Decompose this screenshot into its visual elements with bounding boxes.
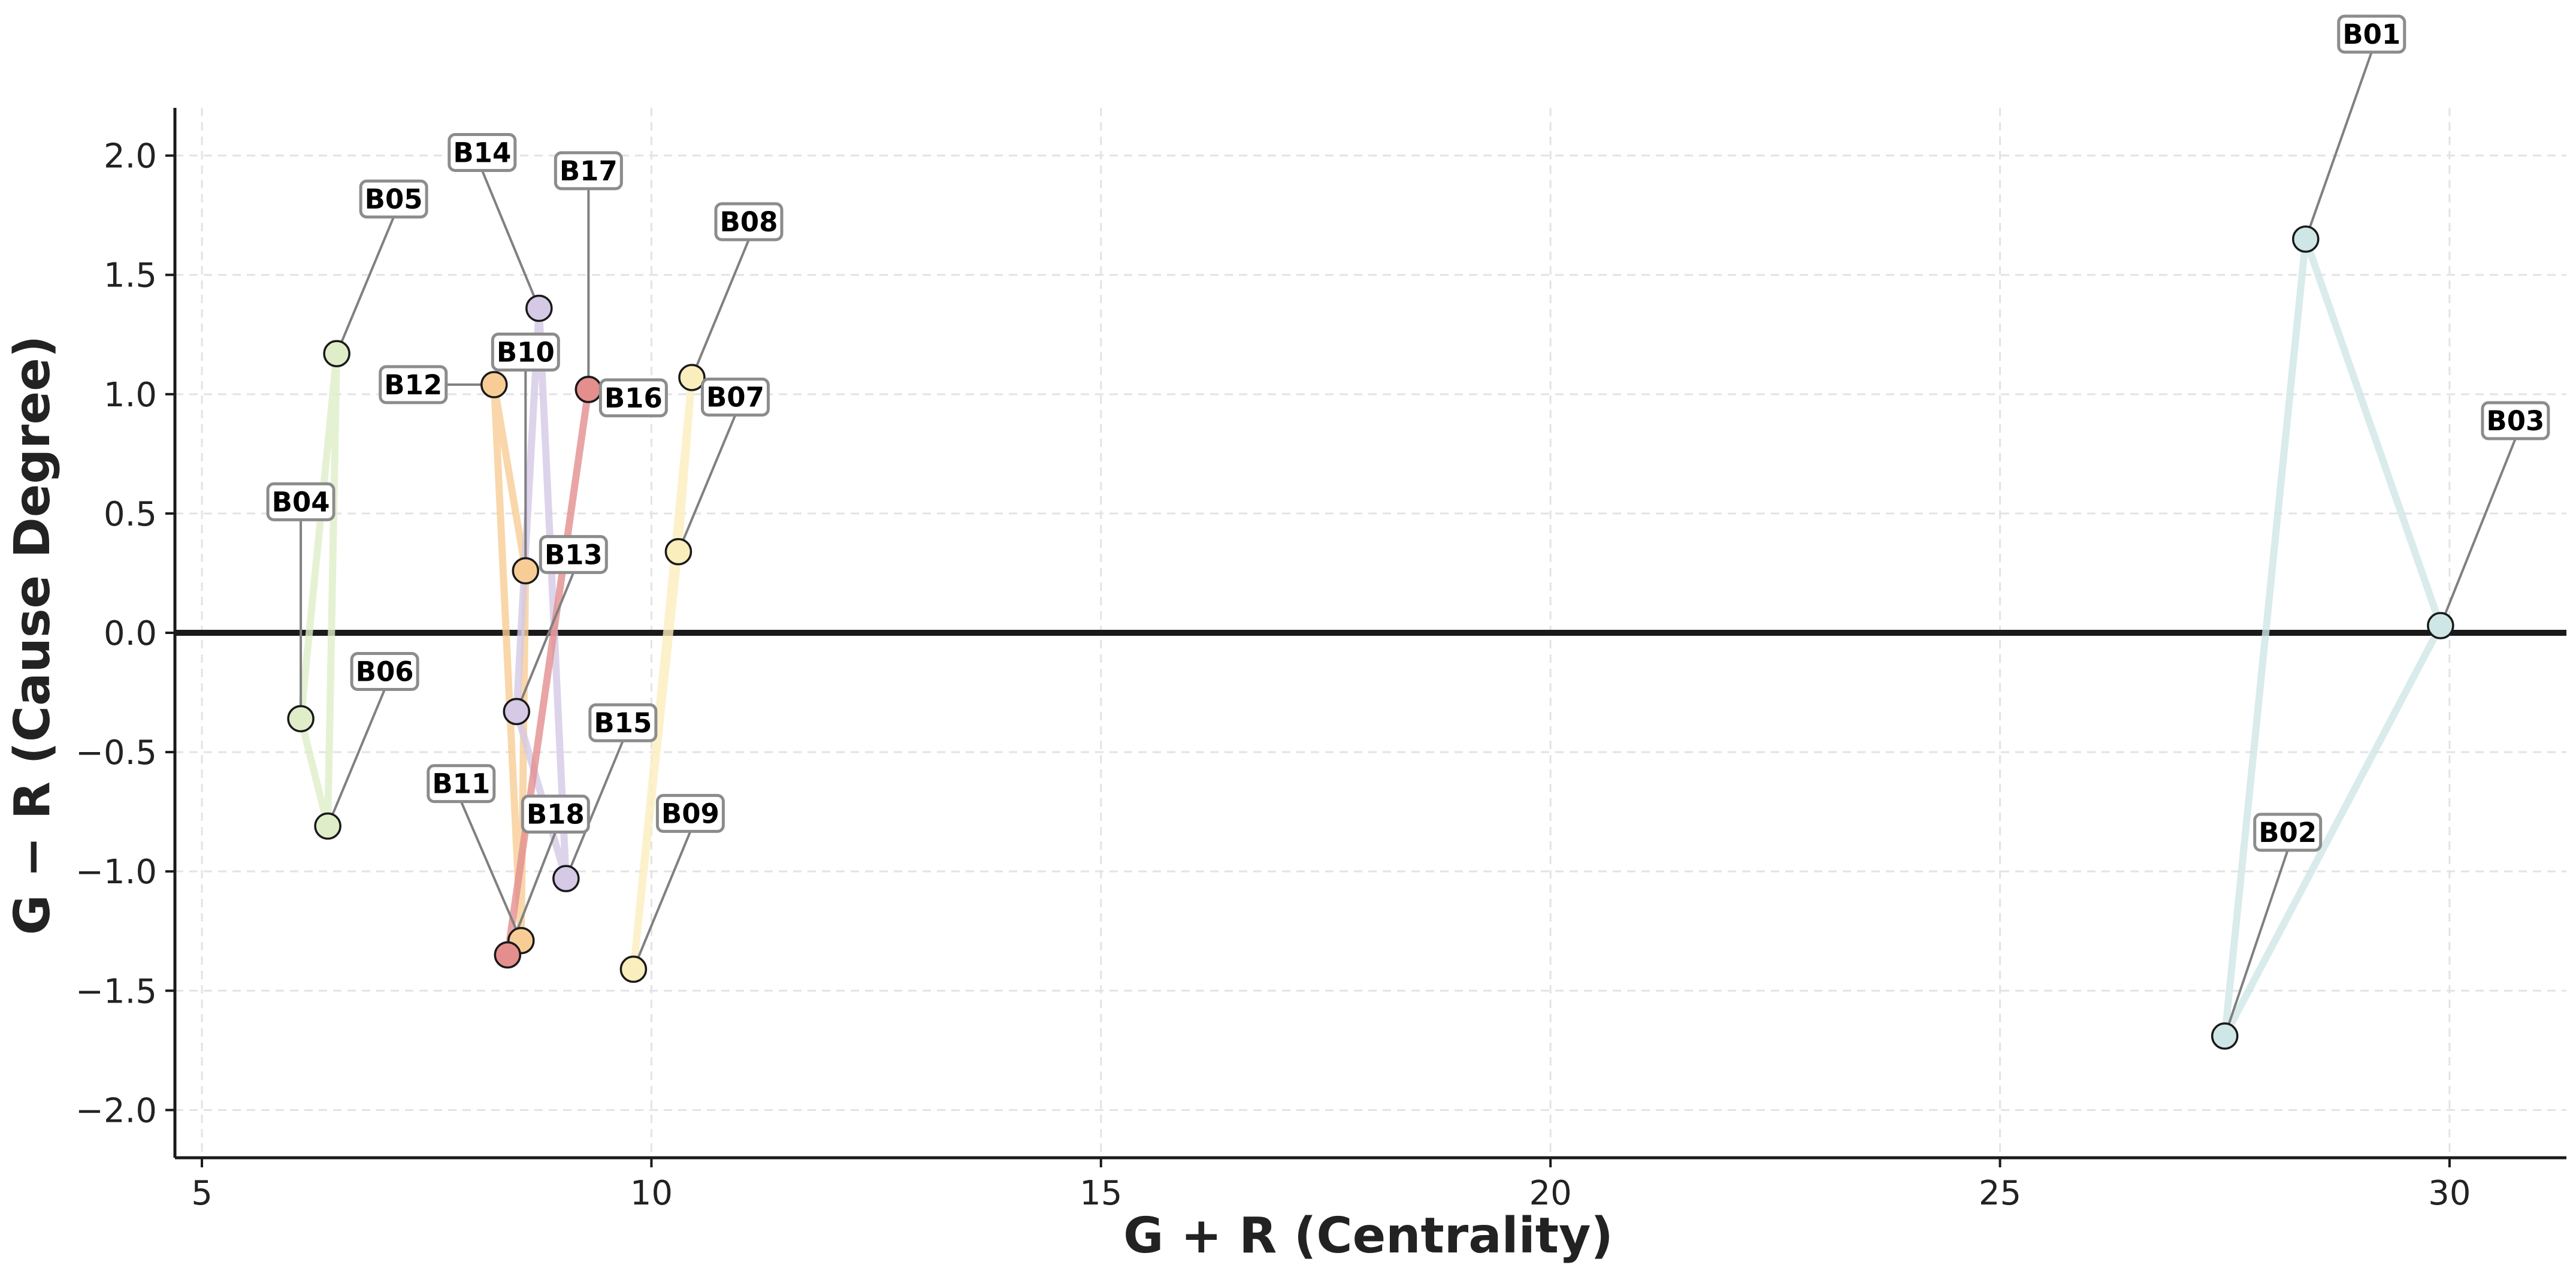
point-label: B12 [384, 369, 442, 401]
leader-line [677, 414, 737, 553]
data-point [480, 371, 508, 399]
data-point [2292, 225, 2320, 253]
point-label-box [2253, 813, 2323, 852]
group-connector-line [630, 373, 696, 973]
point-label-box [2337, 14, 2406, 54]
point-label-box [655, 793, 725, 833]
x-tick-label: 20 [1529, 1174, 1572, 1213]
leader-line [2223, 850, 2289, 1037]
leader-line [326, 689, 386, 827]
leader-line [632, 831, 692, 970]
point-label-box [521, 795, 590, 834]
y-tick-label: 0.5 [104, 495, 157, 534]
group-connector-line [297, 350, 341, 830]
data-point [678, 364, 706, 391]
point-label: B03 [2486, 405, 2544, 437]
data-point [552, 865, 580, 892]
y-tick-label: −0.5 [75, 733, 157, 772]
point-label: B15 [594, 707, 652, 739]
point-label: B16 [604, 382, 663, 414]
x-tick-label: 25 [1979, 1174, 2021, 1213]
point-label: B09 [661, 798, 719, 829]
point-label: B11 [432, 768, 490, 800]
y-tick-label: −1.0 [75, 853, 157, 892]
point-label: B01 [2342, 19, 2400, 50]
x-axis-title: G + R (Centrality) [1123, 1207, 1613, 1264]
data-point [314, 812, 341, 840]
data-point [619, 955, 648, 983]
point-label-box [598, 378, 668, 418]
data-point [494, 941, 522, 969]
data-point [503, 698, 531, 726]
point-label: B17 [560, 155, 618, 187]
data-point [2427, 612, 2454, 639]
y-tick-label: 1.0 [104, 376, 157, 415]
data-point [664, 538, 693, 566]
x-tick-label: 5 [191, 1174, 213, 1213]
point-label-box [714, 202, 784, 241]
y-tick-label: 2.0 [104, 137, 157, 176]
data-point [512, 557, 540, 585]
point-label: B05 [365, 183, 423, 215]
leader-line [564, 740, 624, 879]
y-axis-title: G − R (Cause Degree) [4, 336, 61, 935]
tick-layer: 5 10 15 20 25 30 −2.0 −1.5 −1.0 −0.5 0.0 0.5 1.0 1.5 2… [75, 137, 2471, 1213]
leader-line [459, 801, 522, 941]
leader-line [335, 216, 395, 354]
y-tick-label: −1.5 [75, 972, 157, 1011]
leader-line [2304, 52, 2373, 240]
point-label-box [359, 179, 428, 219]
data-point [575, 376, 603, 403]
point-label-box [554, 151, 623, 191]
point-label: B07 [706, 382, 764, 413]
point-label-box [2481, 401, 2550, 440]
point-label-box [539, 535, 608, 574]
point-label-box [266, 482, 335, 521]
y-tick-label: −2.0 [75, 1091, 157, 1130]
point-label-box [700, 378, 770, 417]
y-tick-label: 1.5 [104, 256, 157, 295]
point-label: B08 [719, 206, 778, 238]
point-label: B18 [527, 799, 585, 831]
point-label-box [448, 132, 517, 172]
y-tick-label: 0.0 [104, 614, 157, 653]
point-label: B14 [453, 137, 511, 168]
point-label: B10 [497, 336, 555, 368]
point-label-box [427, 764, 496, 804]
point-label-layer: B01 B02 B03 B04 B05 B06 B07 B08 B09 B10 B11 B12 B13 B… [266, 14, 2550, 852]
group-connector-line [490, 381, 530, 944]
leader-line [515, 572, 575, 713]
point-label: B04 [272, 486, 330, 518]
point-label: B06 [356, 656, 414, 688]
point-label: B13 [545, 539, 603, 570]
point-label-box [350, 652, 419, 692]
group-connector-line [2221, 236, 2444, 1040]
point-label-box [491, 332, 560, 372]
data-point [287, 705, 315, 733]
data-point [323, 340, 350, 367]
data-point [2211, 1022, 2239, 1050]
leader-line [480, 170, 540, 309]
leader-line [691, 239, 750, 378]
x-tick-label: 10 [630, 1174, 673, 1213]
x-tick-label: 15 [1080, 1174, 1122, 1213]
point-label-box [588, 703, 658, 742]
point-label-box [379, 365, 448, 404]
leader-line [2439, 438, 2517, 626]
point-layer [287, 225, 2454, 1050]
x-tick-label: 30 [2428, 1174, 2471, 1213]
point-label: B02 [2258, 817, 2317, 849]
data-point [525, 294, 553, 322]
